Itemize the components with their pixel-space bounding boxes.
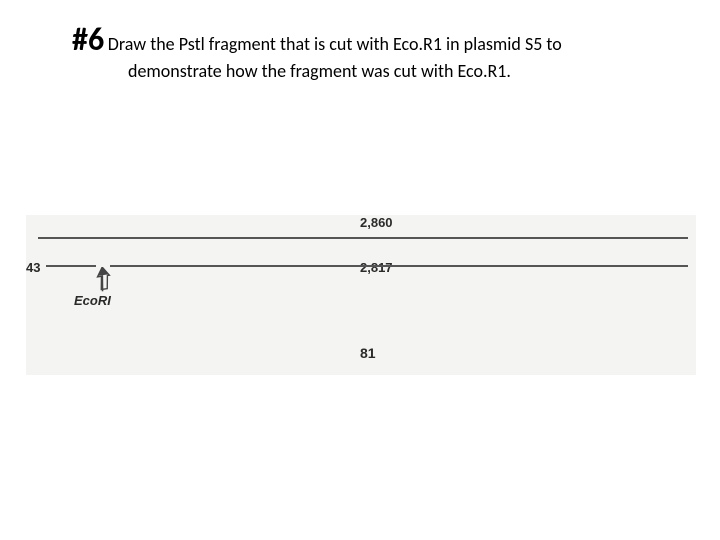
top-fragment-line bbox=[38, 237, 688, 239]
slide: #6 Draw the Pstl fragment that is cut wi… bbox=[0, 0, 720, 540]
left-fragment-label: 43 bbox=[26, 260, 40, 275]
ecori-arrow-icon bbox=[96, 267, 112, 293]
question-heading: #6 Draw the Pstl fragment that is cut wi… bbox=[72, 20, 672, 83]
diagram-slide-number: 81 bbox=[360, 345, 376, 361]
ecori-label: EcoRI bbox=[74, 293, 111, 308]
left-fragment-line bbox=[46, 265, 96, 267]
fragment-diagram: 2,860 43 2,817 EcoRI 81 bbox=[26, 215, 696, 375]
right-fragment-line bbox=[110, 265, 688, 267]
top-fragment-label: 2,860 bbox=[360, 215, 393, 230]
right-fragment-label: 2,817 bbox=[360, 260, 393, 275]
question-text-line1: Draw the Pstl fragment that is cut with … bbox=[108, 33, 562, 55]
question-number: #6 bbox=[72, 20, 104, 59]
question-text-line2: demonstrate how the fragment was cut wit… bbox=[128, 60, 511, 83]
